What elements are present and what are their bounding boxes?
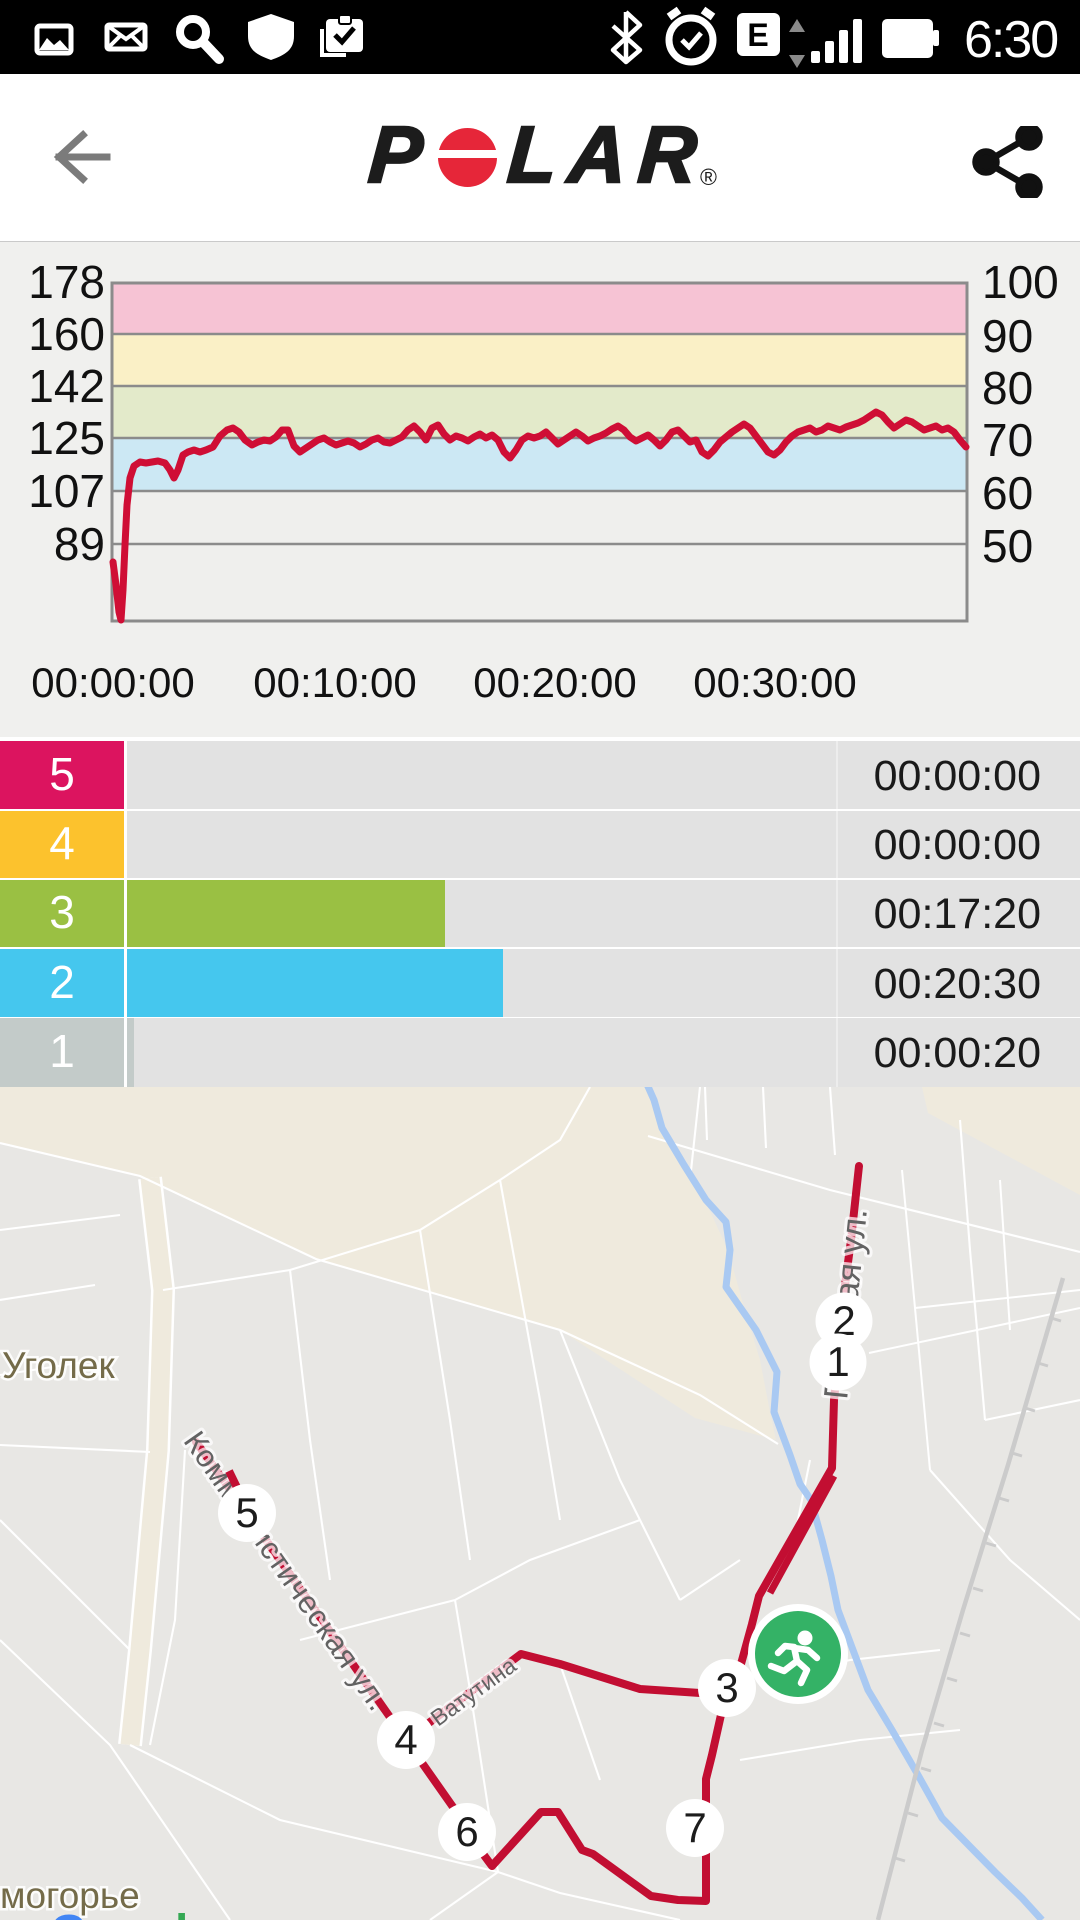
svg-text:o: o [88, 1906, 117, 1920]
svg-text:00:00:00: 00:00:00 [31, 659, 195, 706]
svg-text:7: 7 [683, 1804, 706, 1851]
svg-text:107: 107 [28, 465, 105, 517]
svg-text:178: 178 [28, 256, 105, 308]
svg-text:E: E [747, 17, 768, 53]
svg-text:6:30: 6:30 [964, 11, 1057, 69]
svg-text:142: 142 [28, 360, 105, 412]
svg-text:e: e [189, 1906, 216, 1920]
svg-text:00:30:00: 00:30:00 [693, 659, 857, 706]
svg-text:125: 125 [28, 412, 105, 464]
svg-text:3: 3 [715, 1664, 738, 1711]
svg-text:00:20:00: 00:20:00 [473, 659, 637, 706]
svg-text:l: l [175, 1906, 188, 1920]
svg-text:могорье: могорье [0, 1875, 140, 1916]
svg-text:100: 100 [982, 256, 1059, 308]
svg-text:70: 70 [982, 414, 1033, 466]
svg-text:Уголек: Уголек [2, 1345, 115, 1386]
svg-text:5: 5 [235, 1489, 258, 1536]
svg-text:160: 160 [28, 308, 105, 360]
svg-text:o: o [117, 1906, 146, 1920]
svg-text:80: 80 [982, 362, 1033, 414]
svg-text:4: 4 [394, 1716, 417, 1763]
svg-text:89: 89 [54, 518, 105, 570]
svg-text:2: 2 [832, 1297, 855, 1344]
svg-text:g: g [146, 1906, 175, 1920]
svg-text:1: 1 [826, 1338, 849, 1385]
svg-text:60: 60 [982, 467, 1033, 519]
svg-text:00:10:00: 00:10:00 [253, 659, 417, 706]
svg-text:90: 90 [982, 310, 1033, 362]
svg-text:G: G [50, 1906, 87, 1920]
svg-text:6: 6 [455, 1808, 478, 1855]
svg-text:50: 50 [982, 520, 1033, 572]
